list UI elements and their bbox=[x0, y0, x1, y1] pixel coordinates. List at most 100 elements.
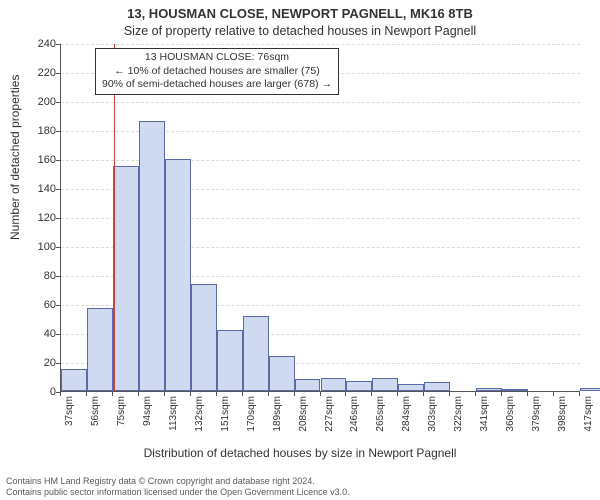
gridline bbox=[61, 102, 580, 103]
x-tick-mark bbox=[501, 392, 502, 396]
histogram-bar bbox=[346, 381, 372, 391]
x-tick-label: 208sqm bbox=[298, 396, 309, 436]
annotation-line-3: 90% of semi-detached houses are larger (… bbox=[102, 78, 332, 92]
x-tick-mark bbox=[475, 392, 476, 396]
histogram-bar bbox=[165, 159, 191, 391]
x-tick-label: 151sqm bbox=[220, 396, 231, 436]
x-tick-mark bbox=[527, 392, 528, 396]
y-tick-label: 0 bbox=[30, 386, 56, 398]
histogram-bar bbox=[243, 316, 269, 391]
x-tick-label: 360sqm bbox=[505, 396, 516, 436]
footer-attribution: Contains HM Land Registry data © Crown c… bbox=[6, 476, 350, 498]
histogram-bar bbox=[476, 388, 502, 391]
x-tick-mark bbox=[371, 392, 372, 396]
x-tick-mark bbox=[397, 392, 398, 396]
x-tick-mark bbox=[345, 392, 346, 396]
x-tick-mark bbox=[579, 392, 580, 396]
y-tick-label: 200 bbox=[30, 96, 56, 108]
x-tick-label: 246sqm bbox=[349, 396, 360, 436]
histogram-bar bbox=[217, 330, 243, 391]
x-tick-label: 417sqm bbox=[583, 396, 594, 436]
y-tick-mark bbox=[56, 305, 60, 306]
y-tick-mark bbox=[56, 44, 60, 45]
y-tick-label: 60 bbox=[30, 299, 56, 311]
histogram-bar bbox=[61, 369, 87, 391]
x-tick-label: 189sqm bbox=[272, 396, 283, 436]
y-tick-label: 240 bbox=[30, 38, 56, 50]
x-tick-mark bbox=[320, 392, 321, 396]
x-tick-label: 227sqm bbox=[324, 396, 335, 436]
histogram-bar bbox=[191, 284, 217, 391]
x-tick-mark bbox=[60, 392, 61, 396]
x-tick-label: 398sqm bbox=[557, 396, 568, 436]
x-tick-mark bbox=[423, 392, 424, 396]
y-tick-label: 160 bbox=[30, 154, 56, 166]
annotation-line-1: 13 HOUSMAN CLOSE: 76sqm bbox=[102, 51, 332, 65]
x-tick-label: 94sqm bbox=[142, 396, 153, 436]
histogram-bar bbox=[113, 166, 139, 391]
page-title: 13, HOUSMAN CLOSE, NEWPORT PAGNELL, MK16… bbox=[0, 6, 600, 21]
x-tick-label: 322sqm bbox=[453, 396, 464, 436]
y-tick-label: 120 bbox=[30, 212, 56, 224]
y-tick-mark bbox=[56, 189, 60, 190]
histogram-bar bbox=[580, 388, 600, 391]
y-tick-mark bbox=[56, 334, 60, 335]
y-tick-label: 40 bbox=[30, 328, 56, 340]
y-tick-mark bbox=[56, 131, 60, 132]
x-tick-mark bbox=[242, 392, 243, 396]
annotation-line-2: ← 10% of detached houses are smaller (75… bbox=[102, 65, 332, 79]
y-tick-mark bbox=[56, 73, 60, 74]
y-tick-mark bbox=[56, 247, 60, 248]
y-tick-mark bbox=[56, 363, 60, 364]
x-tick-label: 379sqm bbox=[531, 396, 542, 436]
y-tick-mark bbox=[56, 218, 60, 219]
x-tick-mark bbox=[216, 392, 217, 396]
x-tick-label: 75sqm bbox=[116, 396, 127, 436]
histogram-bar bbox=[398, 384, 424, 391]
x-tick-label: 56sqm bbox=[90, 396, 101, 436]
x-tick-mark bbox=[86, 392, 87, 396]
annotation-box: 13 HOUSMAN CLOSE: 76sqm ← 10% of detache… bbox=[95, 48, 339, 95]
gridline bbox=[61, 44, 580, 45]
x-tick-label: 113sqm bbox=[168, 396, 179, 436]
y-tick-label: 20 bbox=[30, 357, 56, 369]
y-tick-mark bbox=[56, 160, 60, 161]
x-tick-mark bbox=[164, 392, 165, 396]
x-tick-label: 341sqm bbox=[479, 396, 490, 436]
footer-line-2: Contains public sector information licen… bbox=[6, 487, 350, 498]
histogram-bar bbox=[372, 378, 398, 391]
x-tick-label: 132sqm bbox=[194, 396, 205, 436]
x-axis-label: Distribution of detached houses by size … bbox=[0, 446, 600, 460]
x-tick-label: 303sqm bbox=[427, 396, 438, 436]
histogram-bar bbox=[87, 308, 113, 391]
x-tick-mark bbox=[553, 392, 554, 396]
x-tick-mark bbox=[449, 392, 450, 396]
plot-area: 13 HOUSMAN CLOSE: 76sqm ← 10% of detache… bbox=[60, 44, 580, 392]
y-tick-mark bbox=[56, 276, 60, 277]
y-tick-mark bbox=[56, 102, 60, 103]
x-tick-label: 37sqm bbox=[64, 396, 75, 436]
histogram-bar bbox=[321, 378, 347, 391]
y-tick-label: 100 bbox=[30, 241, 56, 253]
y-tick-label: 140 bbox=[30, 183, 56, 195]
histogram-bar bbox=[502, 389, 528, 391]
x-tick-mark bbox=[112, 392, 113, 396]
reference-line bbox=[114, 44, 115, 391]
histogram-bar bbox=[269, 356, 295, 391]
histogram-bar bbox=[295, 379, 321, 391]
y-tick-label: 180 bbox=[30, 125, 56, 137]
footer-line-1: Contains HM Land Registry data © Crown c… bbox=[6, 476, 350, 487]
x-tick-mark bbox=[138, 392, 139, 396]
x-tick-label: 265sqm bbox=[375, 396, 386, 436]
y-tick-label: 220 bbox=[30, 67, 56, 79]
x-tick-mark bbox=[190, 392, 191, 396]
page-subtitle: Size of property relative to detached ho… bbox=[0, 24, 600, 38]
y-axis-label: Number of detached properties bbox=[8, 75, 22, 240]
histogram-bar bbox=[424, 382, 450, 391]
x-tick-mark bbox=[268, 392, 269, 396]
x-tick-label: 170sqm bbox=[246, 396, 257, 436]
x-tick-mark bbox=[294, 392, 295, 396]
histogram-bar bbox=[139, 121, 165, 391]
x-tick-label: 284sqm bbox=[401, 396, 412, 436]
y-tick-label: 80 bbox=[30, 270, 56, 282]
